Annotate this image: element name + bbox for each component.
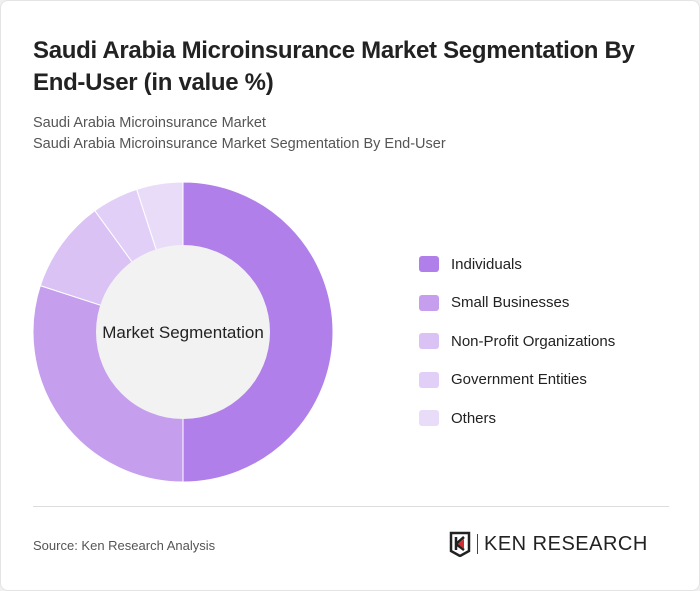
donut-chart: Market Segmentation <box>32 181 334 483</box>
legend-item[interactable]: Individuals <box>419 245 615 284</box>
ken-logo-icon <box>449 531 471 557</box>
legend-item[interactable]: Others <box>419 399 615 438</box>
legend-label: Individuals <box>451 255 522 273</box>
legend-label: Small Businesses <box>451 294 570 312</box>
legend-label: Government Entities <box>451 371 587 389</box>
chart-subtitle-segmentation: Saudi Arabia Microinsurance Market Segme… <box>33 136 446 152</box>
legend-swatch <box>419 410 439 427</box>
legend-item[interactable]: Small Businesses <box>419 284 615 323</box>
legend-swatch <box>419 371 439 388</box>
center-label: Market Segmentation <box>102 323 264 342</box>
logo-text: KEN RESEARCH <box>484 532 648 555</box>
legend: Individuals Small Businesses Non-Profit Or… <box>419 245 615 438</box>
legend-label: Non-Profit Organizations <box>451 332 616 350</box>
chart-subtitle-market: Saudi Arabia Microinsurance Market <box>33 115 266 131</box>
donut-center <box>96 245 270 419</box>
legend-item[interactable]: Government Entities <box>419 361 615 400</box>
legend-swatch <box>419 294 439 311</box>
legend-label: Others <box>451 409 497 427</box>
divider <box>33 506 669 507</box>
legend-swatch <box>419 333 439 350</box>
legend-swatch <box>419 256 439 273</box>
legend-item[interactable]: Non-Profit Organizations <box>419 322 615 361</box>
ken-research-logo: KEN RESEARCH <box>449 531 648 557</box>
source-note: Source: Ken Research Analysis <box>33 538 216 553</box>
chart-title: Saudi Arabia Microinsurance Market Segme… <box>33 37 635 96</box>
